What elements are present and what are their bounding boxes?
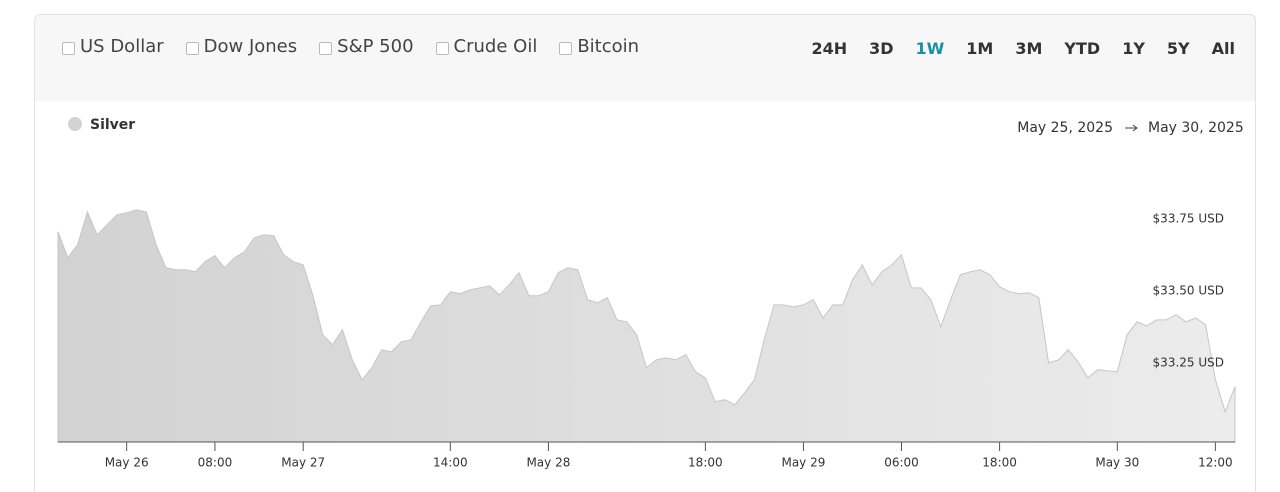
range-button[interactable]: 3D [869, 39, 894, 58]
range-button[interactable]: 3M [1015, 39, 1043, 58]
range-button[interactable]: 5Y [1166, 39, 1190, 58]
checkbox[interactable] [319, 41, 333, 55]
toolbar: US Dollar Dow Jones S&P 500 Crude Oil Bitcoi… [35, 15, 1255, 101]
range-button[interactable]: YTD [1064, 39, 1101, 58]
comparison-label: US Dollar [80, 36, 164, 57]
chart-card: US Dollar Dow Jones S&P 500 Crude Oil Bitcoi… [34, 14, 1256, 492]
comparison-label: Bitcoin [577, 36, 640, 57]
comparison-toggle[interactable]: Bitcoin [559, 36, 639, 57]
range-button[interactable]: All [1211, 39, 1235, 58]
checkbox[interactable] [435, 41, 449, 55]
range-list: 24H 3D 1W 1M 3M YTD 1Y 5Y All [811, 39, 1235, 58]
range-button[interactable]: 1M [966, 39, 994, 58]
checkbox[interactable] [62, 41, 75, 55]
comparison-list: US Dollar Dow Jones S&P 500 Crude Oil Bitcoi… [62, 36, 639, 57]
comparison-toggle[interactable]: Dow Jones [185, 36, 298, 57]
range-button[interactable]: 1W [915, 39, 945, 58]
comparison-toggle[interactable]: US Dollar [62, 36, 164, 57]
checkbox[interactable] [559, 41, 573, 55]
range-button[interactable]: 1Y [1122, 39, 1145, 58]
range-button[interactable]: 24H [811, 39, 848, 58]
comparison-label: Crude Oil [453, 36, 538, 57]
checkbox[interactable] [185, 41, 199, 55]
comparison-toggle[interactable]: Crude Oil [435, 36, 538, 57]
comparison-label: Dow Jones [203, 36, 298, 57]
comparison-label: S&P 500 [337, 36, 414, 57]
comparison-toggle[interactable]: S&P 500 [319, 36, 414, 57]
